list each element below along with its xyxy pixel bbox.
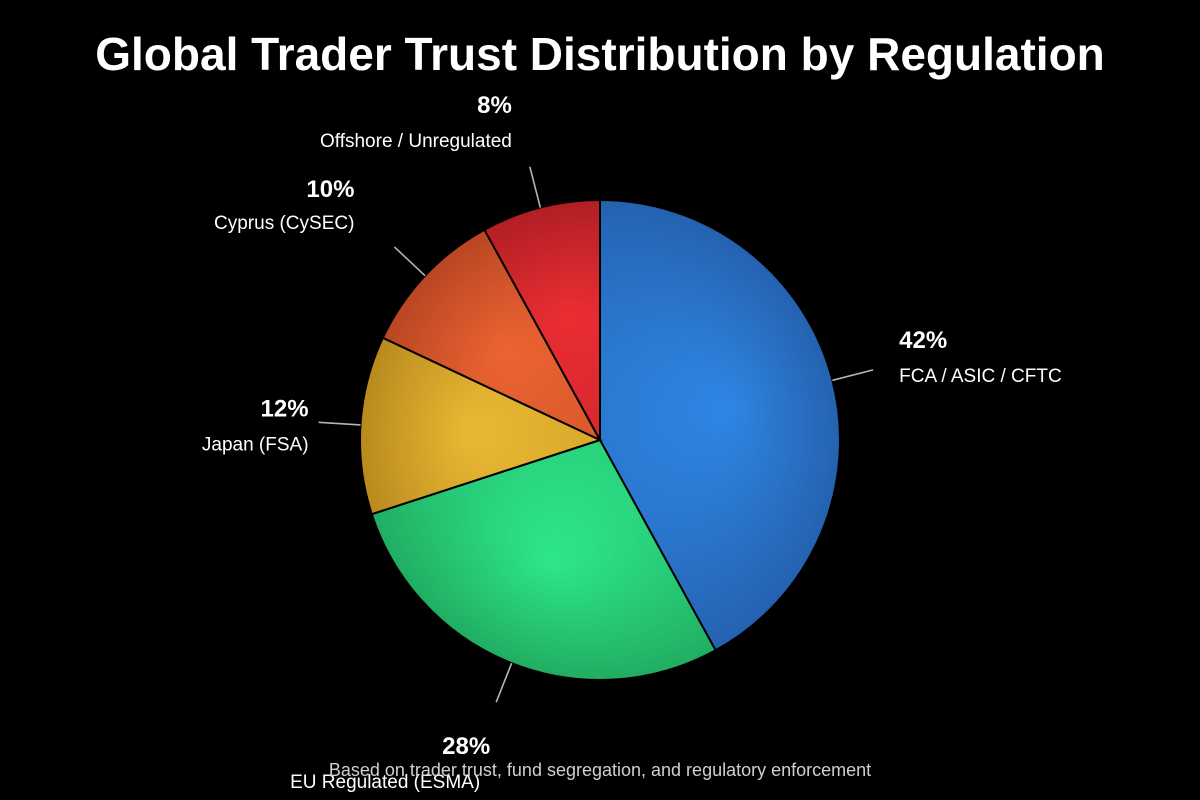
pie-slice	[370, 438, 717, 681]
slice-percent-label: 8%	[477, 92, 512, 119]
slice-percent-label: 12%	[261, 395, 309, 422]
slice-name-label: Cyprus (CySEC)	[214, 213, 354, 234]
pie-slice	[381, 228, 603, 443]
slice-percent-label: 42%	[899, 327, 947, 354]
leader-line	[318, 421, 361, 426]
slice-percent-label: 10%	[306, 176, 354, 203]
leader-line	[393, 246, 426, 277]
slice-name-label: FCA / ASIC / CFTC	[899, 366, 1062, 387]
slice-name-label: EU Regulated (ESMA)	[290, 772, 480, 793]
slice-name-label: Offshore / Unregulated	[320, 131, 512, 152]
leader-line	[495, 662, 513, 703]
chart-title: Global Trader Trust Distribution by Regu…	[95, 28, 1105, 80]
slice-name-label: Japan (FSA)	[202, 434, 309, 455]
leader-line	[529, 166, 542, 208]
leader-line	[832, 369, 874, 382]
chart-subtitle: Based on trader trust, fund segregation,…	[329, 760, 871, 780]
pie-slices	[359, 198, 841, 681]
slice-percent-label: 28%	[442, 733, 490, 760]
slice-labels: 42% FCA / ASIC / CFTC 28% EU Regulated (ESM…	[202, 92, 1062, 793]
pie-slice	[359, 336, 603, 516]
